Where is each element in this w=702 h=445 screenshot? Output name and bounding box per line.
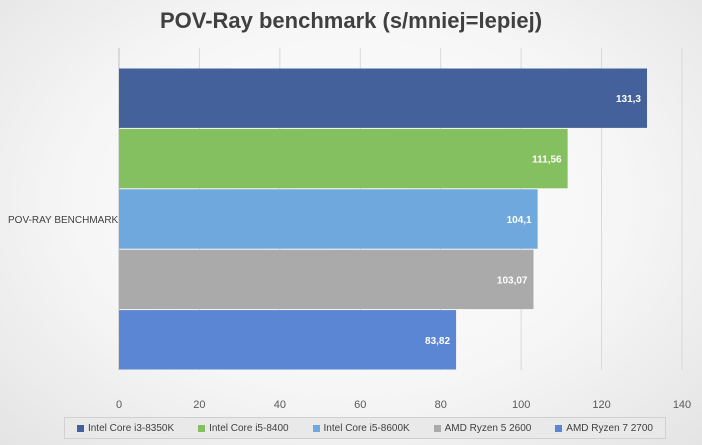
bar-value-label: 103,07 <box>497 275 528 286</box>
x-tick-label: 140 <box>673 399 691 411</box>
category-label: POV-RAY BENCHMARK <box>8 215 119 226</box>
legend-label: Intel Core i3-8350K <box>87 422 175 434</box>
legend-item: Intel Core i5-8400 <box>198 423 289 434</box>
x-tick-label: 100 <box>512 399 530 411</box>
x-tick-label: 120 <box>592 399 610 411</box>
legend-label: Intel Core i5-8600K <box>323 422 410 434</box>
bar <box>119 128 568 189</box>
legend-label: Intel Core i5-8400 <box>209 422 289 434</box>
chart-title: POV-Ray benchmark (s/mniej=lepiej) <box>159 8 543 33</box>
legend: Intel Core i3-8350K Intel Core i5-8400 Int… <box>64 417 666 439</box>
bar <box>119 189 538 249</box>
legend-item: Intel Core i3-8350K <box>76 422 175 434</box>
x-tick-label: 60 <box>354 399 366 411</box>
bar <box>119 68 648 128</box>
legend-swatch <box>433 424 441 432</box>
legend-label: AMD Ryzen 7 2700 <box>566 422 653 434</box>
bar-value-label: 111,56 <box>532 155 562 166</box>
x-tick-label: 20 <box>193 399 205 411</box>
legend-item: AMD Ryzen 5 2600 <box>433 422 532 434</box>
bar-value-label: 83,82 <box>425 336 450 347</box>
x-tick-label: 0 <box>116 399 122 411</box>
x-tick-label: 80 <box>435 399 447 411</box>
legend-swatch <box>76 424 84 432</box>
bar <box>119 310 457 370</box>
bar <box>119 249 534 310</box>
legend-swatch <box>198 424 206 432</box>
legend-label: AMD Ryzen 5 2600 <box>444 422 532 434</box>
legend-item: Intel Core i5-8600K <box>312 422 410 434</box>
legend-swatch <box>312 424 320 432</box>
legend-item: AMD Ryzen 7 2700 <box>555 423 653 434</box>
legend-swatch <box>555 424 563 432</box>
x-tick-label: 40 <box>274 399 286 411</box>
bar-value-label: 104,1 <box>507 215 532 226</box>
bar-value-label: 131,3 <box>616 94 641 105</box>
